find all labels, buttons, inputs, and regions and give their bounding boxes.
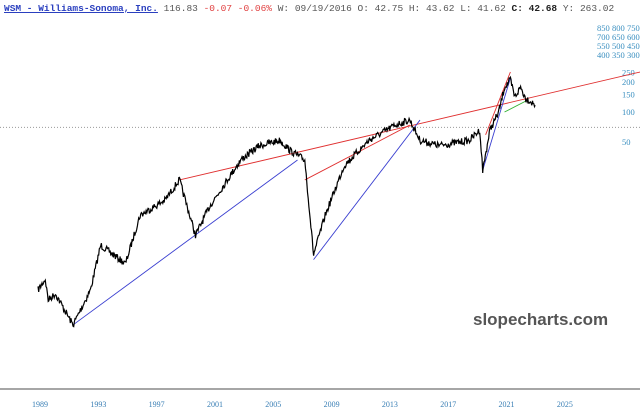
y-tick-label: 700 [597,32,610,42]
y-tick-label: 500 [612,41,625,51]
date-label: W: [277,3,290,14]
x-tick-label: 2009 [324,400,340,409]
low: 41.62 [477,3,506,14]
trendline [485,71,511,136]
date: 09/19/2016 [294,3,352,14]
close: 42.68 [528,3,558,14]
y-tick-label: 200 [622,77,635,87]
x-tick-label: 1989 [32,400,48,409]
y-tick-label: 650 [612,32,625,42]
x-tick-label: 1997 [149,400,165,409]
open: 42.75 [374,3,404,14]
y-tick-label: 250 [622,67,635,77]
trendlines [72,71,640,326]
y-axis: 850 800 750 700 650 600 550 500 450 400 350 300 2502… [597,23,640,147]
watermark: slopecharts.com [473,310,608,329]
x-tick-label: 1993 [90,400,106,409]
trendline [179,71,640,181]
x-tick-label: 2001 [207,400,223,409]
y-tick-label: 350 [612,50,625,60]
last-price: 116.83 [163,3,198,14]
y-tick-label: 50 [622,137,631,147]
price-line [37,75,536,328]
high: 43.62 [425,3,455,14]
change-pct: -0.06% [237,3,272,14]
y-tick-label: 750 [627,23,640,33]
high-label: H: [408,3,421,14]
y-label: Y: [562,3,575,14]
y-tick-label: 600 [627,32,640,42]
y-tick-label: 450 [627,41,640,51]
trendline [72,159,298,326]
trendline [504,99,529,113]
y-value: 263.02 [579,3,615,14]
x-axis: 1989 1993 1997 2001 2005 2009 2013 2017 2021 2025 [32,400,573,409]
y-tick-label: 850 [597,23,610,33]
open-label: O: [357,3,369,14]
x-tick-label: 2013 [382,400,398,409]
y-tick-label: 550 [597,41,610,51]
symbol-link[interactable]: WSM - Williams-Sonoma, Inc. [4,3,158,14]
x-tick-label: 2005 [265,400,281,409]
x-tick-label: 2025 [557,400,573,409]
y-tick-label: 300 [627,50,640,60]
quote-header: WSM - Williams-Sonoma, Inc. 116.83 -0.07… [4,3,614,14]
close-label: C: [511,3,523,14]
x-tick-label: 2021 [499,400,515,409]
trendline [482,77,511,171]
low-label: L: [460,3,472,14]
y-tick-label: 100 [622,107,635,117]
y-tick-label: 150 [622,89,635,99]
x-tick-label: 2017 [440,400,456,409]
y-tick-label: 800 [612,23,625,33]
change: -0.07 [203,3,233,14]
y-tick-label: 400 [597,50,610,60]
trendline [313,119,421,260]
